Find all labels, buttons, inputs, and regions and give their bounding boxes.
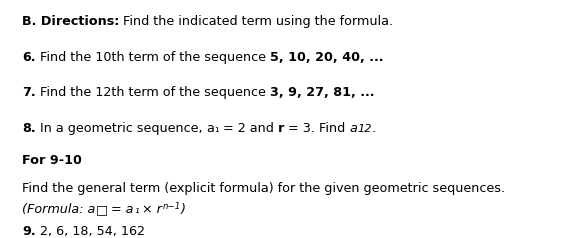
Text: 7.: 7. <box>22 86 35 99</box>
Text: B. Directions:: B. Directions: <box>22 15 119 28</box>
Text: 12: 12 <box>357 124 372 134</box>
Text: □: □ <box>96 203 107 216</box>
Text: 9.: 9. <box>22 225 35 238</box>
Text: 5, 10, 20, 40, ...: 5, 10, 20, 40, ... <box>270 51 383 64</box>
Text: ): ) <box>180 203 186 216</box>
Text: 6.: 6. <box>22 51 35 64</box>
Text: 8.: 8. <box>22 122 35 135</box>
Text: Find the 10th term of the sequence: Find the 10th term of the sequence <box>35 51 270 64</box>
Text: For 9-10: For 9-10 <box>22 154 82 167</box>
Text: a: a <box>206 122 214 135</box>
Text: In a geometric sequence,: In a geometric sequence, <box>35 122 206 135</box>
Text: r: r <box>278 122 284 135</box>
Text: (Formula: a: (Formula: a <box>22 203 96 216</box>
Text: × r: × r <box>139 203 162 216</box>
Text: a: a <box>349 122 357 135</box>
Text: ₁: ₁ <box>214 124 219 134</box>
Text: .: . <box>372 122 376 135</box>
Text: Find the 12th term of the sequence: Find the 12th term of the sequence <box>35 86 270 99</box>
Text: Find the indicated term using the formula.: Find the indicated term using the formul… <box>119 15 394 28</box>
Text: = 3. Find: = 3. Find <box>284 122 349 135</box>
Text: = a: = a <box>107 203 134 216</box>
Text: ₁: ₁ <box>134 205 139 215</box>
Text: 2, 6, 18, 54, 162: 2, 6, 18, 54, 162 <box>35 225 144 238</box>
Text: Find the general term (explicit formula) for the given geometric sequences.: Find the general term (explicit formula)… <box>22 182 505 195</box>
Text: = 2 and: = 2 and <box>219 122 278 135</box>
Text: n−1: n−1 <box>162 202 180 211</box>
Text: 3, 9, 27, 81, ...: 3, 9, 27, 81, ... <box>270 86 374 99</box>
